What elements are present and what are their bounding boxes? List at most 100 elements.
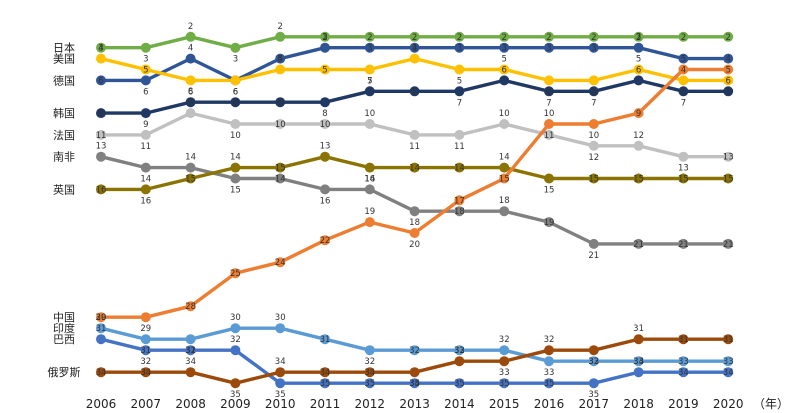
series-8-data-label: 33 xyxy=(633,357,644,367)
series-4-data-label: 11 xyxy=(409,142,420,152)
series-5-data-label: 13 xyxy=(96,142,107,152)
series-4-point xyxy=(409,129,420,140)
x-tick-label: 2019 xyxy=(668,397,699,411)
series-5-point xyxy=(678,238,689,249)
series-4-point xyxy=(185,108,196,119)
series-9-point xyxy=(723,367,734,378)
series-0-data-label: 2 xyxy=(501,33,506,43)
series-8-data-label: 33 xyxy=(588,357,599,367)
series-6-data-label: 14 xyxy=(409,164,420,174)
series-7-data-label: 28 xyxy=(185,302,196,312)
series-0-data-label: 2 xyxy=(188,22,193,32)
series-4-data-label: 10 xyxy=(364,109,375,119)
series-8-data-label: 32 xyxy=(364,357,375,367)
series-6-point xyxy=(140,184,151,195)
series-9-data-label: 35 xyxy=(544,379,555,389)
series-10-data-label: 34 xyxy=(320,368,331,378)
series-2-data-label: 5 xyxy=(636,55,641,65)
series-9-point xyxy=(230,345,241,356)
series-3-point xyxy=(364,86,375,97)
series-5-data-label: 18 xyxy=(454,207,465,217)
series-2-point xyxy=(678,75,689,86)
series-1-data-label: 4 xyxy=(725,55,730,65)
series-4-point xyxy=(140,129,151,140)
series-10-point xyxy=(499,356,510,367)
x-tick-label: 2011 xyxy=(310,397,341,411)
series-10-data-label: 35 xyxy=(230,390,241,400)
series-4-data-label: 13 xyxy=(678,164,689,174)
series-0-point xyxy=(320,31,330,42)
series-7-point xyxy=(364,217,375,228)
series-0-point xyxy=(499,31,510,42)
series-6-point xyxy=(275,162,286,173)
series-0-data-label: 2 xyxy=(725,33,730,43)
series-6-data-label: 15 xyxy=(588,175,599,185)
series-5-point xyxy=(96,151,106,162)
series-9-point xyxy=(96,334,106,345)
series-7-point xyxy=(499,173,510,184)
series-2-point xyxy=(499,64,510,75)
series-1-point xyxy=(633,42,644,53)
series-3-point xyxy=(185,97,196,108)
series-4-data-label: 11 xyxy=(96,131,107,141)
series-5-data-label: 19 xyxy=(544,218,555,228)
series-7-data-label: 5 xyxy=(725,66,730,76)
series-5-data-label: 14 xyxy=(140,175,151,185)
series-3-data-label: 6 xyxy=(636,65,641,75)
x-axis-unit-label: （年） xyxy=(753,397,789,411)
series-1-point xyxy=(140,75,151,86)
series-7-point xyxy=(140,312,151,323)
series-2-data-label: 5 xyxy=(322,66,327,76)
x-tick-label: 2006 xyxy=(86,397,117,411)
series-3-data-label: 7 xyxy=(725,87,730,97)
series-1-data-label: 3 xyxy=(457,44,462,54)
series-10-data-label: 34 xyxy=(275,357,286,367)
series-4-point xyxy=(678,151,689,162)
series-7-point xyxy=(723,64,734,75)
series-0-point xyxy=(723,31,734,42)
series-2-data-label: 5 xyxy=(501,55,506,65)
series-0-point xyxy=(185,31,196,42)
series-3-name: 韩国 xyxy=(53,106,75,120)
series-1-data-label: 3 xyxy=(591,44,596,54)
series-3-point xyxy=(320,97,330,108)
series-9-point xyxy=(364,378,375,389)
series-9-data-label: 34 xyxy=(678,368,689,378)
series-4-point xyxy=(723,151,734,162)
series-10-data-label: 31 xyxy=(633,324,644,334)
series-0-point xyxy=(544,31,554,42)
series-8-data-label: 30 xyxy=(275,313,286,323)
series-7-point xyxy=(320,235,330,246)
series-3-data-label: 8 xyxy=(322,109,327,119)
series-5-data-label: 16 xyxy=(320,196,331,206)
series-7-point xyxy=(454,195,465,206)
series-7-name: 中国 xyxy=(53,311,75,324)
series-9-point xyxy=(633,367,644,378)
series-0-point xyxy=(140,42,151,53)
series-6-data-label: 15 xyxy=(678,175,689,185)
series-8-point xyxy=(633,356,644,367)
series-8-data-label: 32 xyxy=(499,335,510,345)
x-tick-label: 2007 xyxy=(131,397,162,411)
series-3-point xyxy=(454,86,465,97)
series-3-point xyxy=(633,75,644,86)
x-tick-label: 2020 xyxy=(713,397,744,411)
series-3-point xyxy=(588,86,599,97)
series-4-point xyxy=(499,119,510,129)
series-8-point xyxy=(544,356,554,367)
series-0-point xyxy=(364,31,375,42)
series-1-point xyxy=(185,53,196,64)
series-7-point xyxy=(409,228,420,238)
series-6-point xyxy=(320,151,330,162)
series-10-data-label: 34 xyxy=(364,368,375,378)
series-3-data-label: 7 xyxy=(367,76,372,86)
series-6-point xyxy=(544,173,554,184)
series-8-point xyxy=(588,356,599,367)
series-1-data-label: 4 xyxy=(681,66,686,76)
x-tick-label: 2008 xyxy=(175,397,206,411)
series-4-point xyxy=(96,129,106,140)
series-5-point xyxy=(320,184,330,195)
series-9-data-label: 35 xyxy=(588,390,599,400)
x-tick-label: 2013 xyxy=(399,397,430,411)
